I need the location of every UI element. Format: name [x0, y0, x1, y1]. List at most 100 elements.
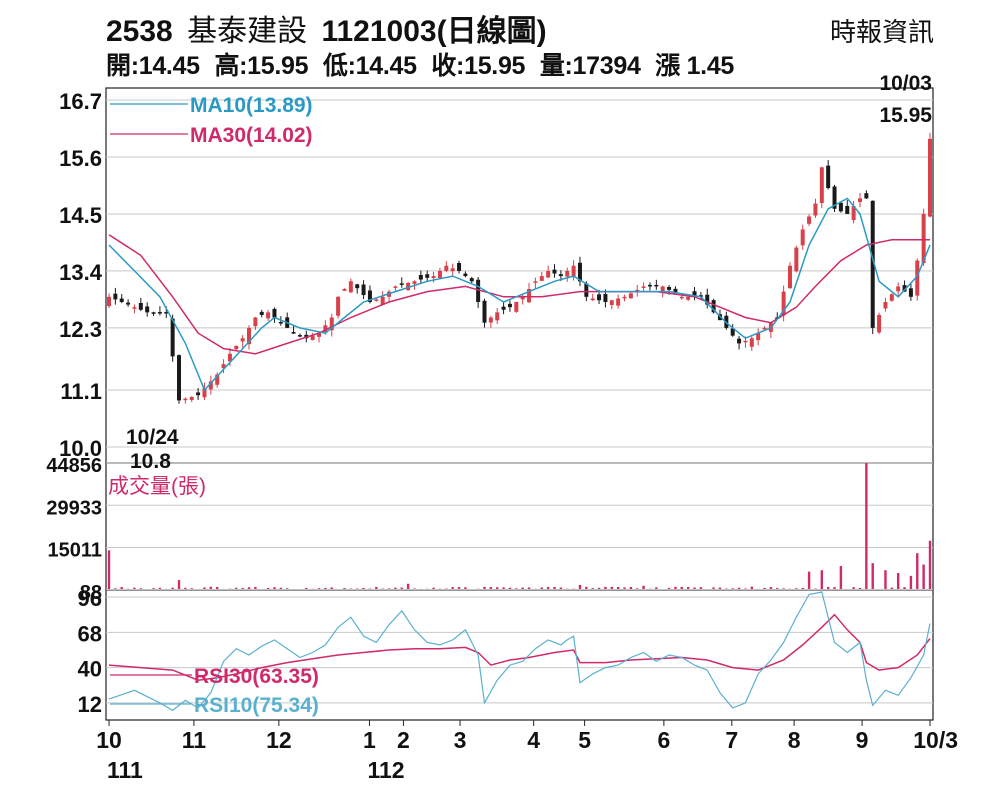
candle-body	[507, 303, 512, 308]
candle-body	[705, 294, 710, 305]
x-tick-label: 5	[578, 727, 591, 753]
volume-bar	[457, 587, 461, 589]
candle-body	[908, 288, 913, 297]
candle-body	[686, 296, 691, 300]
candle-body	[317, 333, 322, 337]
candle-body	[533, 281, 538, 283]
volume-bar	[553, 586, 556, 589]
x-tick-label: 4	[527, 727, 540, 753]
volume-bar	[394, 587, 397, 589]
volume-bar	[387, 588, 391, 589]
volume-bar	[286, 588, 289, 589]
candle-body	[635, 289, 640, 292]
candle-body	[234, 346, 239, 350]
candle-body	[896, 286, 901, 292]
x-tick-label: 10/3	[913, 727, 958, 753]
candle-body	[170, 318, 175, 357]
volume-bar	[527, 587, 531, 589]
volume-bar	[833, 587, 836, 589]
candle-body	[845, 205, 850, 214]
volume-bar	[413, 588, 416, 589]
volume-bar	[610, 586, 613, 589]
candle-body	[361, 284, 366, 296]
candle-body	[762, 327, 767, 330]
candle-body	[336, 296, 341, 316]
volume-bar	[305, 587, 308, 589]
candle-body	[495, 312, 500, 321]
volume-bar	[674, 586, 677, 589]
candle-body	[857, 198, 862, 203]
candle-body	[851, 206, 856, 221]
x-tick-label: 9	[856, 727, 869, 753]
volume-bar	[343, 588, 346, 589]
volume-bar	[916, 553, 919, 589]
candle-body	[737, 338, 742, 344]
ma10-line	[108, 197, 931, 392]
candle-body	[832, 186, 837, 209]
ma30-legend-label: MA30(14.02)	[190, 124, 313, 147]
candle-body	[514, 301, 519, 312]
volume-bar	[616, 587, 620, 589]
volume-bar	[655, 587, 658, 589]
volume-bar	[731, 588, 734, 589]
rsi-tick-label: 68	[78, 621, 102, 646]
candle-body	[393, 286, 398, 288]
candle-body	[641, 286, 646, 288]
volume-bar	[515, 588, 518, 589]
volume-bar	[890, 587, 894, 589]
volume-bar	[133, 587, 136, 589]
chart-kind: (日線圖)	[436, 15, 547, 48]
candle-body	[603, 294, 608, 302]
volume-bar	[852, 587, 855, 589]
candle-body	[819, 167, 824, 204]
candle-body	[679, 296, 684, 299]
candle-body	[915, 260, 920, 296]
candle-body	[215, 374, 220, 385]
candle-body	[247, 327, 252, 345]
rsi10-legend-label: RSI10(75.34)	[194, 694, 319, 717]
candle-body	[367, 290, 372, 302]
chart-title: 2538 基泰建設 1121003(日線圖)	[106, 6, 547, 50]
candle-body	[539, 276, 544, 281]
candle-body	[469, 278, 474, 282]
candle-body	[196, 392, 201, 396]
candle-body	[654, 284, 659, 287]
low-date-annotation: 10/24	[126, 426, 179, 449]
chart-date: 1121003	[321, 15, 437, 48]
rsi-tick-label: 40	[78, 657, 102, 682]
volume-bar	[362, 587, 365, 589]
volume-bar	[820, 570, 824, 589]
volume-bar	[871, 563, 874, 589]
candle-body	[323, 325, 328, 333]
candle-body	[743, 340, 748, 343]
candle-body	[425, 274, 430, 278]
volume-bar	[317, 588, 321, 589]
last-date-annotation: 10/03	[879, 72, 932, 95]
volume-bar	[247, 587, 251, 589]
volume-bar	[540, 587, 543, 589]
volume-bar	[273, 587, 276, 589]
volume-bar	[884, 570, 887, 589]
candle-body	[266, 312, 271, 319]
volume-bar	[266, 587, 270, 589]
candle-body	[794, 247, 799, 272]
volume-bar	[922, 564, 925, 589]
volume-bar	[623, 587, 626, 589]
price-tick-label: 10.0	[59, 436, 102, 461]
volume-bar	[203, 587, 206, 589]
volume-bar	[776, 588, 779, 589]
volume-bar	[209, 586, 213, 589]
volume-bar	[559, 587, 563, 589]
volume-bar	[909, 575, 913, 589]
summary-open: 開:14.45	[106, 52, 200, 80]
volume-bar	[324, 587, 327, 589]
volume-bar	[464, 587, 467, 589]
volume-bar	[744, 588, 747, 589]
volume-bar	[215, 586, 219, 589]
candle-body	[616, 298, 621, 306]
volume-bar	[279, 587, 283, 589]
candle-body	[902, 285, 907, 292]
candle-body	[418, 274, 423, 280]
candle-body	[889, 294, 894, 301]
